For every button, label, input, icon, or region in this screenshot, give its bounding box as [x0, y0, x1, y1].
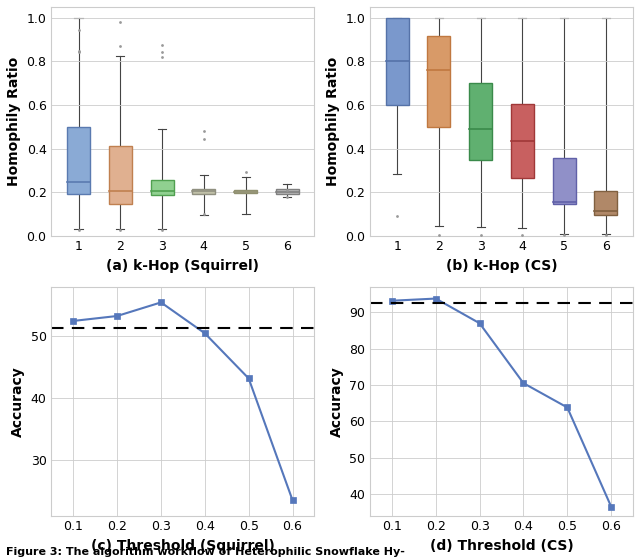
Bar	[386, 18, 408, 105]
Bar	[553, 158, 575, 204]
Bar	[150, 180, 173, 195]
X-axis label: (c) Threshold (Squirrel): (c) Threshold (Squirrel)	[91, 539, 275, 553]
Y-axis label: Accuracy: Accuracy	[330, 366, 344, 437]
Y-axis label: Homophily Ratio: Homophily Ratio	[326, 57, 340, 186]
X-axis label: (a) k-Hop (Squirrel): (a) k-Hop (Squirrel)	[106, 259, 259, 273]
Bar	[469, 83, 492, 161]
Bar	[428, 36, 451, 127]
X-axis label: (b) k-Hop (CS): (b) k-Hop (CS)	[445, 259, 557, 273]
Bar	[511, 104, 534, 178]
Bar	[192, 189, 215, 194]
Y-axis label: Homophily Ratio: Homophily Ratio	[7, 57, 21, 186]
Bar	[109, 146, 132, 204]
Y-axis label: Accuracy: Accuracy	[11, 366, 25, 437]
Bar	[595, 191, 618, 216]
Bar	[276, 189, 299, 194]
Text: Figure 3: The algorithm workflow of Heterophilic Snowflake Hy-: Figure 3: The algorithm workflow of Hete…	[6, 547, 405, 557]
Bar	[234, 190, 257, 193]
X-axis label: (d) Threshold (CS): (d) Threshold (CS)	[429, 539, 573, 553]
Bar	[67, 127, 90, 194]
